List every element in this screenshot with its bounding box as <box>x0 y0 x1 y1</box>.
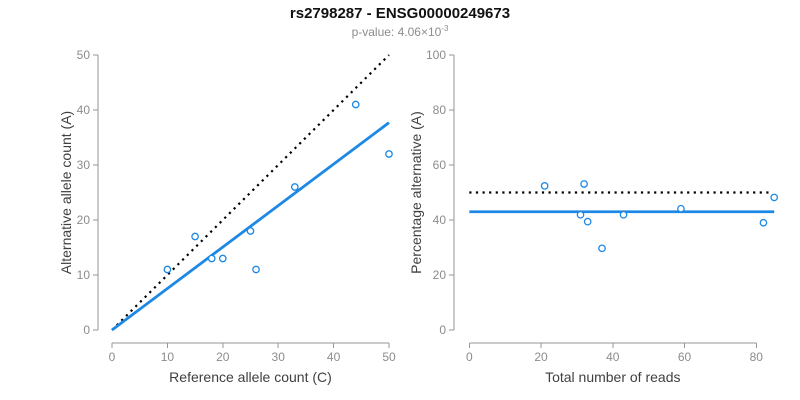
x-axis-title: Reference allele count (C) <box>169 369 332 385</box>
y-tick-label: 20 <box>433 268 447 282</box>
x-tick-label: 80 <box>750 350 764 364</box>
allele-counts-plot: 0 10 20 30 40 50 0 10 20 30 40 50 Reference allele c… <box>58 48 396 385</box>
data-point <box>246 227 255 235</box>
data-point <box>583 217 592 226</box>
y-tick-label: 40 <box>433 213 447 227</box>
data-point <box>385 150 393 158</box>
data-point <box>759 218 768 227</box>
x-tick-label: 40 <box>606 350 620 364</box>
x-tick-label: 50 <box>382 350 396 364</box>
data-point <box>580 180 588 188</box>
data-point <box>207 254 216 263</box>
data-point <box>770 193 779 202</box>
y-tick-label: 30 <box>77 158 91 172</box>
data-point <box>191 232 199 241</box>
y-tick-label: 50 <box>77 48 91 62</box>
data-point <box>619 210 628 219</box>
data-point <box>351 100 360 109</box>
data-point <box>163 265 172 274</box>
data-point <box>598 244 606 253</box>
data-point <box>218 254 227 263</box>
data-point <box>576 210 585 219</box>
data-point <box>252 265 260 274</box>
figure-title: rs2798287 - ENSG00000249673 <box>289 5 511 22</box>
identity-line <box>111 54 390 331</box>
y-tick-label: 100 <box>426 48 446 62</box>
y-tick-label: 0 <box>439 323 446 337</box>
y-axis-title: Alternative allele count (A) <box>58 111 74 274</box>
x-tick-label: 60 <box>678 350 692 364</box>
x-tick-label: 20 <box>534 350 548 364</box>
y-tick-label: 60 <box>433 158 447 172</box>
pvalue-text: p-value: 4.06×10 <box>351 25 442 39</box>
x-tick-label: 0 <box>109 350 116 364</box>
pvalue-exponent: -3 <box>441 24 449 33</box>
y-tick-label: 10 <box>77 268 91 282</box>
data-point <box>290 183 299 191</box>
figure-subtitle: p-value: 4.06×10-3 <box>0 24 800 39</box>
fit-line <box>111 121 390 332</box>
y-axis-title: Percentage alternative (A) <box>408 111 424 274</box>
y-tick-label: 80 <box>433 103 447 117</box>
x-tick-label: 20 <box>216 350 230 364</box>
data-point <box>677 204 685 213</box>
percentage-alternative-plot: 0 20 40 60 80 100 0 20 40 60 80 Total number of rea… <box>408 48 779 385</box>
y-tick-label: 20 <box>77 213 91 227</box>
x-tick-label: 10 <box>161 350 175 364</box>
x-tick-label: 0 <box>466 350 473 364</box>
y-tick-label: 40 <box>77 103 91 117</box>
x-tick-label: 40 <box>327 350 341 364</box>
y-tick-label: 0 <box>83 323 90 337</box>
data-point <box>540 182 549 190</box>
x-axis-title: Total number of reads <box>545 369 680 385</box>
x-tick-label: 30 <box>272 350 286 364</box>
